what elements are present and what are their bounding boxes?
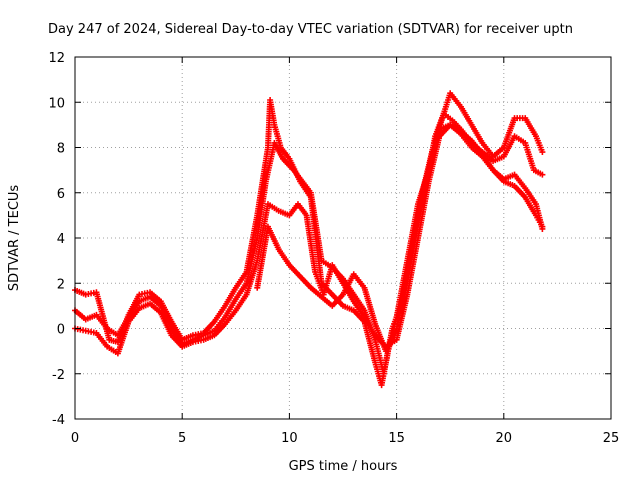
y-tick-label: 10 <box>48 96 65 111</box>
y-tick-label: -4 <box>52 413 65 428</box>
series-track-4 <box>254 121 546 355</box>
y-tick-label: 12 <box>48 51 65 66</box>
data-marks <box>72 90 546 389</box>
x-tick-label: 5 <box>178 431 186 446</box>
y-tick-label: 4 <box>57 232 65 247</box>
axis-ticks: -4 -2 0 2 4 6 8 10 12 0 5 10 15 20 25 <box>48 51 619 446</box>
chart-title: Day 247 of 2024, Sidereal Day-to-day VTE… <box>48 22 573 37</box>
x-tick-label: 10 <box>281 431 298 446</box>
data-point <box>539 171 546 178</box>
y-tick-label: 8 <box>57 142 65 157</box>
x-tick-label: 25 <box>603 431 620 446</box>
y-tick-label: 2 <box>57 277 65 292</box>
data-point <box>539 223 546 230</box>
y-axis-label: SDTVAR / TECUs <box>7 185 22 292</box>
y-tick-label: -2 <box>52 368 65 383</box>
y-tick-label: 6 <box>57 187 65 202</box>
x-axis-label: GPS time / hours <box>289 459 398 474</box>
x-tick-label: 15 <box>388 431 405 446</box>
grid-lines <box>75 57 611 419</box>
data-point <box>539 149 546 156</box>
x-tick-label: 20 <box>496 431 513 446</box>
series-track-3 <box>72 121 546 357</box>
y-tick-label: 0 <box>57 323 65 338</box>
x-tick-label: 0 <box>71 431 79 446</box>
